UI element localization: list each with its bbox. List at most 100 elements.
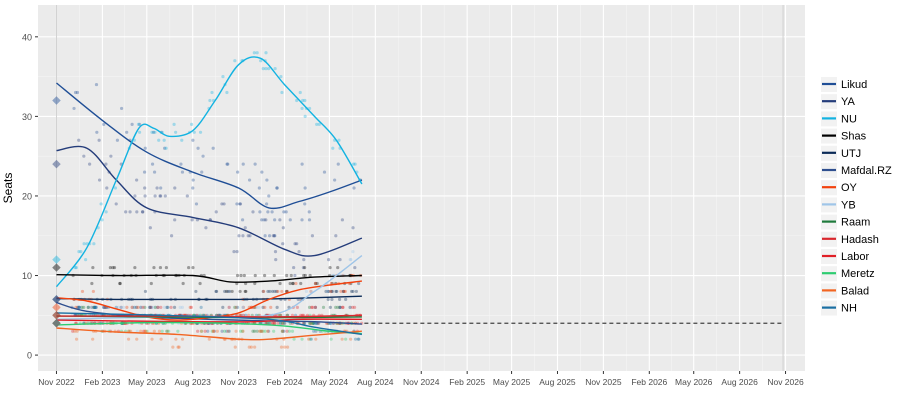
poll-point xyxy=(191,178,195,182)
poll-point xyxy=(313,305,318,309)
poll-point xyxy=(79,250,83,254)
poll-point xyxy=(352,186,356,190)
poll-point xyxy=(280,329,285,333)
poll-point xyxy=(232,250,236,254)
poll-point xyxy=(234,329,238,333)
poll-point xyxy=(313,281,318,286)
poll-point xyxy=(328,265,332,270)
poll-point xyxy=(74,265,78,270)
poll-point xyxy=(261,67,265,71)
poll-point xyxy=(119,106,124,111)
poll-point xyxy=(159,337,163,341)
poll-point xyxy=(79,305,83,309)
poll-point xyxy=(280,329,284,333)
poll-point xyxy=(104,162,108,166)
poll-point xyxy=(280,289,284,294)
x-tick-label: Nov 2025 xyxy=(585,377,622,387)
poll-point xyxy=(159,186,163,190)
poll-point xyxy=(95,130,99,134)
poll-point xyxy=(228,289,232,294)
poll-point xyxy=(125,305,129,309)
poll-point xyxy=(196,146,200,150)
poll-point xyxy=(71,329,75,333)
poll-point xyxy=(338,258,342,262)
poll-point xyxy=(308,337,312,341)
poll-point xyxy=(194,289,198,294)
poll-point xyxy=(255,305,259,309)
poll-point xyxy=(143,194,147,198)
poll-point xyxy=(177,345,181,349)
poll-point xyxy=(273,321,277,325)
poll-point xyxy=(278,313,282,317)
poll-point xyxy=(162,146,167,150)
poll-point xyxy=(227,329,231,333)
poll-point xyxy=(82,242,86,246)
poll-point xyxy=(331,146,335,150)
legend-label: OY xyxy=(841,182,858,194)
poll-point xyxy=(351,162,356,166)
poll-point xyxy=(134,305,139,309)
x-axis: Nov 2022 Feb 2023 May 2023 Aug 2023 Nov 2023… xyxy=(38,371,804,387)
poll-point xyxy=(264,67,268,71)
poll-point xyxy=(206,329,210,333)
trend-line-meretz xyxy=(56,321,362,335)
poll-point xyxy=(94,305,98,309)
poll-point xyxy=(292,337,296,341)
poll-point xyxy=(338,305,342,309)
poll-point xyxy=(276,289,280,294)
poll-point xyxy=(198,281,202,286)
poll-point xyxy=(237,234,241,238)
poll-point xyxy=(126,337,131,341)
poll-point xyxy=(164,146,168,150)
poll-point xyxy=(285,273,289,278)
poll-point xyxy=(179,162,183,166)
poll-point xyxy=(174,130,178,134)
poll-point xyxy=(153,130,157,134)
poll-point xyxy=(191,186,195,190)
legend-item: Mafdal.RZ xyxy=(821,163,892,178)
poll-point xyxy=(125,130,129,134)
poll-point xyxy=(220,329,224,333)
poll-point xyxy=(99,202,103,206)
poll-point xyxy=(307,305,312,309)
legend-item: Shas xyxy=(821,128,867,144)
poll-point xyxy=(153,194,157,198)
election-marker xyxy=(52,263,61,272)
poll-point xyxy=(227,305,232,309)
poll-point xyxy=(277,313,282,317)
poll-point xyxy=(251,329,255,333)
legend: Likud YA NU Shas UTJ Mafdal.RZ OY YB Raam Hadash L… xyxy=(820,76,892,321)
poll-point xyxy=(273,321,277,325)
poll-point xyxy=(282,329,286,333)
poll-point xyxy=(281,329,285,333)
poll-point xyxy=(240,329,245,333)
legend-item: UTJ xyxy=(821,145,861,161)
poll-point xyxy=(357,281,361,286)
poll-point xyxy=(221,75,225,79)
poll-point xyxy=(204,226,208,230)
poll-point xyxy=(351,226,355,230)
poll-point xyxy=(341,289,345,294)
poll-point xyxy=(239,329,243,333)
legend-label: Raam xyxy=(841,217,870,229)
trend-lines xyxy=(55,56,363,341)
poll-point xyxy=(233,345,237,349)
poll-point xyxy=(165,329,169,333)
poll-point xyxy=(77,138,81,142)
poll-point xyxy=(236,170,240,174)
poll-point xyxy=(221,305,225,309)
poll-point xyxy=(199,329,203,333)
poll-point xyxy=(336,265,340,270)
poll-point xyxy=(261,329,265,333)
poll-point xyxy=(267,321,271,325)
poll-point xyxy=(288,218,292,222)
poll-point xyxy=(290,329,295,333)
poll-point xyxy=(272,329,276,333)
poll-point xyxy=(241,305,245,309)
poll-point xyxy=(225,329,229,333)
poll-point xyxy=(269,305,273,309)
poll-point xyxy=(311,305,315,309)
poll-point xyxy=(268,321,272,325)
poll-point xyxy=(180,337,185,341)
x-tick-label: Nov 2023 xyxy=(220,377,257,387)
